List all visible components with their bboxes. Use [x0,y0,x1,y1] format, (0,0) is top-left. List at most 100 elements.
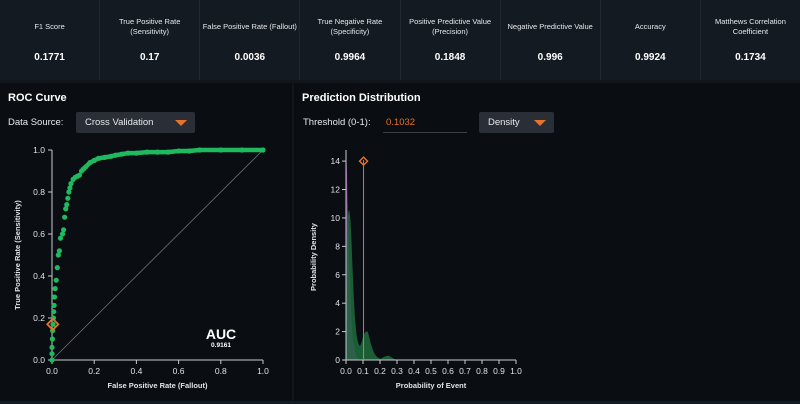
data-source-label: Data Source: [8,117,64,128]
roc-point [54,265,60,271]
metric-label: True Negative Rate (Specificity) [317,17,383,36]
metric-value: 0.996 [537,52,563,63]
metric-value: 0.17 [139,52,160,63]
x-tick-label: 0.2 [374,366,386,376]
roc-point [57,235,64,241]
roc-point [59,231,66,237]
roc-point [66,189,72,195]
distribution-panel: Prediction Distribution Threshold (0-1):… [294,83,800,401]
roc-point [49,344,55,350]
metric-value: 0.1771 [34,52,65,63]
roc-point [67,185,73,191]
auc-label: AUC [206,326,236,342]
metric-cell: Matthews Correlation Coefficient 0.1734 [701,0,800,80]
data-source-value: Cross Validation [85,117,154,128]
metric-label: Positive Predictive Value (Precision) [409,17,492,36]
y-tick-label: 0.2 [33,313,45,323]
metric-label: F1 Score [34,22,65,31]
metric-cell: F1 Score 0.1771 [0,0,101,80]
threshold-handle-marker [358,156,369,167]
distribution-panel-title: Prediction Distribution [302,92,421,104]
y-tick-label: 2 [335,327,340,337]
roc-point [68,181,74,187]
x-tick-label: 0.4 [408,366,420,376]
roc-point [51,302,57,308]
metric-cell: Positive Predictive Value (Precision) 0.1… [401,0,501,80]
y-tick-label: 4 [335,298,340,308]
metric-label: Matthews Correlation Coefficient [715,17,786,36]
roc-point [51,294,58,300]
distribution-chart: 0 2 4 6 8 10 12 14 0.0 0.1 0.2 0.3 0.4 0.5 0.6 0.7 0.8 0.… [309,150,522,390]
x-tick-label: 0.7 [459,366,471,376]
x-axis-title: False Positive Rate (Fallout) [107,381,208,390]
view-mode-value: Density [488,117,520,128]
y-axis-title: Probability Density [309,222,318,291]
roc-point [56,248,62,254]
metric-value: 0.9964 [334,52,366,63]
roc-panel-title: ROC Curve [8,92,67,104]
roc-point [64,202,70,208]
x-tick-label: 0.5 [425,366,437,376]
density-area-negative [346,210,397,360]
metric-cell: True Negative Rate (Specificity) 0.9964 [300,0,401,80]
roc-point [76,172,83,178]
metric-value: 0.9924 [635,52,666,63]
roc-panel: ROC Curve Data Source: Cross Validation … [0,83,292,401]
roc-point [63,206,69,212]
y-tick-label: 0 [335,355,340,365]
metric-cell: Negative Predictive Value 0.996 [501,0,601,80]
x-tick-label: 0.0 [340,366,352,376]
view-mode-dropdown[interactable]: Density [479,112,554,133]
x-tick-label: 0.3 [391,366,403,376]
metric-label: True Positive Rate (Sensitivity) [118,17,181,36]
metric-label: False Positive Rate (Fallout) [202,22,297,31]
x-tick-label: 0.6 [442,366,454,376]
auc-value: 0.9161 [211,342,231,349]
threshold-label: Threshold (0-1): [303,117,371,128]
chevron-down-icon [175,120,187,126]
data-source-dropdown[interactable]: Cross Validation [76,112,195,133]
y-tick-label: 0.6 [33,229,45,239]
y-tick-label: 0.8 [33,187,45,197]
x-tick-label: 0.1 [357,366,369,376]
x-tick-label: 1.0 [257,366,269,376]
selected-threshold-marker [45,317,60,332]
metric-value: 0.1848 [434,52,466,63]
x-tick-label: 0.2 [88,366,100,376]
x-tick-label: 0.8 [215,366,227,376]
x-tick-label: 0.9 [493,366,505,376]
y-tick-label: 8 [335,241,340,251]
roc-point [50,321,56,327]
roc-point [51,309,57,315]
roc-point [61,227,67,233]
chevron-down-icon [534,120,546,126]
x-axis-title: Probability of Event [396,381,467,390]
metric-label: Negative Predictive Value [507,22,593,31]
y-tick-label: 14 [331,156,341,166]
x-tick-label: 0.0 [46,366,58,376]
chance-diagonal-line [51,149,264,361]
metric-value: 0.0036 [234,52,266,63]
y-tick-label: 12 [331,185,341,195]
metric-cell: Accuracy 0.9924 [601,0,701,80]
roc-point [62,214,68,220]
roc-point [53,277,59,283]
bottom-divider [0,401,800,404]
roc-point [49,357,55,363]
metric-cell: True Positive Rate (Sensitivity) 0.17 [100,0,201,80]
roc-point [52,286,58,292]
roc-point [49,351,55,357]
y-tick-label: 10 [331,213,341,223]
roc-point [65,195,71,201]
roc-chart: 0.0 0.2 0.4 0.6 0.8 1.0 0.0 0.2 0.4 0.6 0.8 1.0 Fals… [13,145,269,390]
x-tick-label: 1.0 [510,366,522,376]
x-tick-label: 0.8 [476,366,488,376]
threshold-input[interactable] [383,112,467,133]
metric-label: Accuracy [634,22,666,31]
y-tick-label: 6 [335,270,340,280]
y-tick-label: 0.0 [33,355,45,365]
roc-point [49,336,56,342]
roc-point [55,252,61,258]
y-tick-label: 0.4 [33,271,45,281]
y-axis-title: True Positive Rate (Sensitivity) [13,200,22,310]
